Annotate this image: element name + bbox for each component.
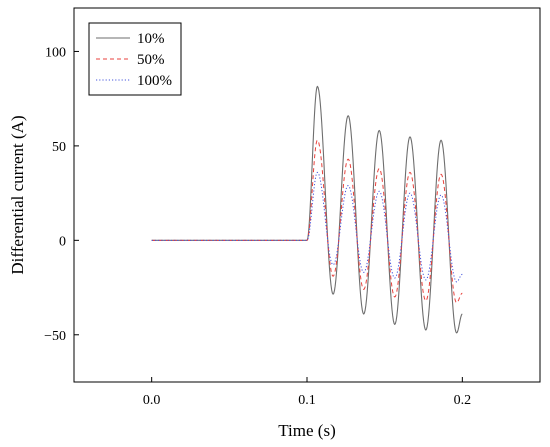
legend: 10% 50% 100% (88, 22, 182, 96)
y-tick-label: −50 (44, 329, 66, 344)
series-line-2 (151, 171, 463, 283)
x-tick-label: 0.2 (454, 393, 472, 408)
axis-ticks: 0.0 0.1 0.2 −50 0 50 100 (44, 45, 471, 408)
series-layer (151, 85, 463, 334)
x-tick-label: 0.0 (143, 393, 161, 408)
y-axis-title: Differential current (A) (8, 115, 27, 274)
series-line-1 (151, 139, 463, 304)
x-axis-title: Time (s) (278, 421, 335, 440)
series-line-0 (151, 85, 463, 334)
x-tick-label: 0.1 (298, 393, 316, 408)
y-tick-label: 0 (59, 234, 66, 249)
legend-label: 100% (137, 73, 172, 89)
legend-label: 50% (137, 52, 165, 68)
legend-label: 10% (137, 31, 165, 47)
y-tick-label: 100 (45, 45, 66, 60)
y-tick-label: 50 (52, 140, 66, 155)
